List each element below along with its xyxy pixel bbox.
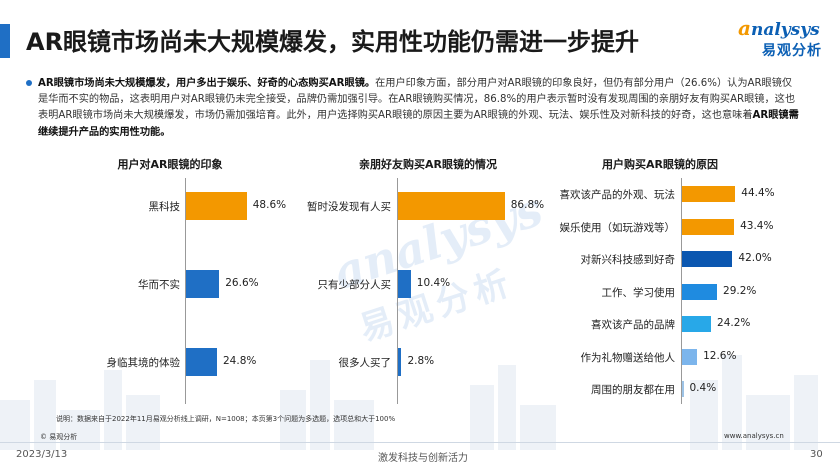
bar	[398, 270, 411, 298]
chart-axis	[185, 178, 186, 404]
value-label: 24.2%	[717, 317, 751, 329]
page-title: AR眼镜市场尚未大规模爆发，实用性功能仍需进一步提升	[26, 28, 640, 56]
bar	[186, 192, 247, 220]
category-label: 暂时没发现有人买	[307, 201, 391, 213]
bar	[682, 218, 735, 235]
bar	[682, 316, 712, 332]
value-label: 48.6%	[252, 199, 287, 211]
page-number: 30	[810, 449, 823, 460]
bar	[398, 192, 505, 220]
logo-chinese: 易观分析	[762, 43, 822, 59]
category-label: 很多人买了	[338, 357, 392, 369]
category-label: 喜欢该产品的品牌	[591, 319, 675, 331]
city-skyline-background	[0, 355, 818, 450]
chart-title: 用户对AR眼镜的印象	[117, 158, 223, 171]
value-label: 0.4%	[689, 382, 717, 394]
bar	[186, 270, 220, 298]
chart-title: 亲朋好友购买AR眼镜的情况	[359, 158, 497, 171]
value-label: 26.6%	[225, 277, 259, 289]
copyright: © 易观分析	[40, 433, 78, 441]
logo-wordmark: analysys	[738, 16, 820, 40]
chart-title: 用户购买AR眼镜的原因	[602, 158, 718, 171]
category-label: 黑科技	[148, 201, 181, 213]
bar	[682, 381, 684, 397]
value-label: 10.4%	[416, 277, 451, 289]
bar	[398, 348, 402, 376]
value-label: 42.0%	[738, 252, 772, 264]
value-label: 86.8%	[510, 199, 545, 211]
value-label: 2.8%	[407, 355, 435, 367]
chart-axis	[397, 178, 398, 404]
survey-note: 说明：数据来自于2022年11月易观分析线上调研，N=1008；本页第3个问题为…	[56, 415, 396, 423]
website-link[interactable]: www.analysys.cn	[724, 432, 784, 440]
category-label: 身临其境的体验	[106, 357, 181, 369]
footer-divider	[0, 442, 840, 443]
category-label: 娱乐使用（如玩游戏等）	[559, 221, 676, 234]
value-label: 12.6%	[703, 349, 737, 362]
value-label: 44.4%	[741, 187, 775, 199]
bar	[682, 251, 733, 267]
bar	[186, 348, 217, 376]
summary-paragraph: AR眼镜市场尚未大规模爆发，用户多出于娱乐、好奇的心态购买AR眼镜。在用户印象方…	[38, 78, 799, 138]
category-label: 工作、学习使用	[601, 286, 676, 299]
category-label: 只有少部分人买	[317, 279, 392, 291]
chart-axis	[681, 178, 682, 404]
title-accent-bar	[0, 24, 10, 58]
bar	[682, 283, 718, 300]
category-label: 作为礼物赠送给他人	[580, 351, 676, 364]
footer-date: 2023/3/13	[16, 449, 68, 460]
value-label: 43.4%	[740, 219, 774, 232]
footer-slogan: 激发科技与创新活力	[378, 453, 468, 464]
category-label: 华而不实	[138, 279, 180, 291]
value-label: 24.8%	[223, 355, 257, 367]
summary-bullet	[26, 80, 32, 86]
analysys-logo: analysys 易观分析	[738, 16, 828, 62]
category-label: 对新兴科技感到好奇	[580, 254, 676, 266]
bar	[682, 186, 736, 202]
bar	[682, 348, 698, 365]
category-label: 喜欢该产品的外观、玩法	[559, 189, 676, 201]
category-label: 周围的朋友都在用	[591, 384, 675, 396]
value-label: 29.2%	[723, 284, 757, 297]
